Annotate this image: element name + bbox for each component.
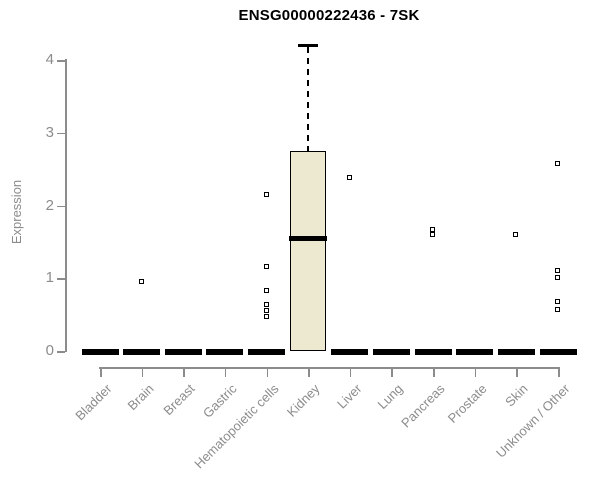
x-axis-tick (474, 367, 477, 377)
boxplot-box (290, 150, 327, 351)
outlier-point (263, 307, 269, 313)
x-axis-line (99, 367, 560, 369)
y-axis-tick (57, 278, 65, 280)
chart-title: ENSG00000222436 - 7SK (238, 7, 420, 24)
y-axis-tick (57, 132, 65, 135)
x-axis-tick (183, 367, 185, 377)
outlier-point (263, 191, 269, 197)
zero-boxplot-bar (497, 349, 535, 355)
outlier-point (263, 302, 269, 308)
x-axis-tick (308, 367, 310, 377)
zero-boxplot-bar (372, 349, 410, 355)
y-axis-tick (57, 351, 65, 353)
outlier-point (555, 161, 561, 167)
zero-boxplot-bar (81, 349, 119, 355)
zero-boxplot-bar (123, 349, 161, 355)
y-tick-label: 0 (45, 342, 54, 359)
y-tick-label: 2 (45, 196, 54, 214)
zero-boxplot-bar (539, 349, 577, 355)
outlier-point (555, 267, 561, 273)
outlier-point (555, 298, 561, 304)
outlier-point (138, 278, 144, 284)
whisker-cap (298, 44, 319, 48)
x-axis-tick (391, 367, 393, 377)
x-axis-tick (433, 367, 435, 377)
outlier-point (263, 287, 269, 293)
outlier-point (346, 174, 352, 180)
zero-boxplot-bar (414, 349, 452, 355)
y-axis-tick (57, 60, 65, 62)
y-axis-line (65, 59, 67, 352)
outlier-point (263, 313, 269, 319)
outlier-point (555, 275, 561, 281)
x-axis-tick (266, 367, 269, 377)
x-axis-tick (516, 367, 518, 377)
zero-boxplot-bar (248, 349, 286, 355)
zero-boxplot-bar (206, 349, 244, 355)
zero-boxplot-bar (164, 349, 202, 355)
x-axis-tick (224, 367, 227, 377)
outlier-point (263, 264, 269, 270)
x-axis-tick (141, 367, 144, 377)
upper-whisker (307, 47, 310, 151)
outlier-point (513, 231, 519, 237)
zero-boxplot-bar (456, 349, 494, 355)
median-line (289, 235, 328, 241)
y-tick-label: 4 (45, 51, 54, 68)
outlier-point (430, 231, 436, 237)
outlier-point (555, 307, 561, 313)
zero-boxplot-bar (331, 349, 369, 355)
x-axis-tick (100, 367, 102, 377)
y-tick-label: 3 (45, 123, 54, 141)
y-axis-tick (57, 205, 65, 207)
y-tick-label: 1 (45, 269, 54, 287)
x-axis-tick (558, 367, 560, 377)
x-axis-tick (349, 367, 352, 377)
